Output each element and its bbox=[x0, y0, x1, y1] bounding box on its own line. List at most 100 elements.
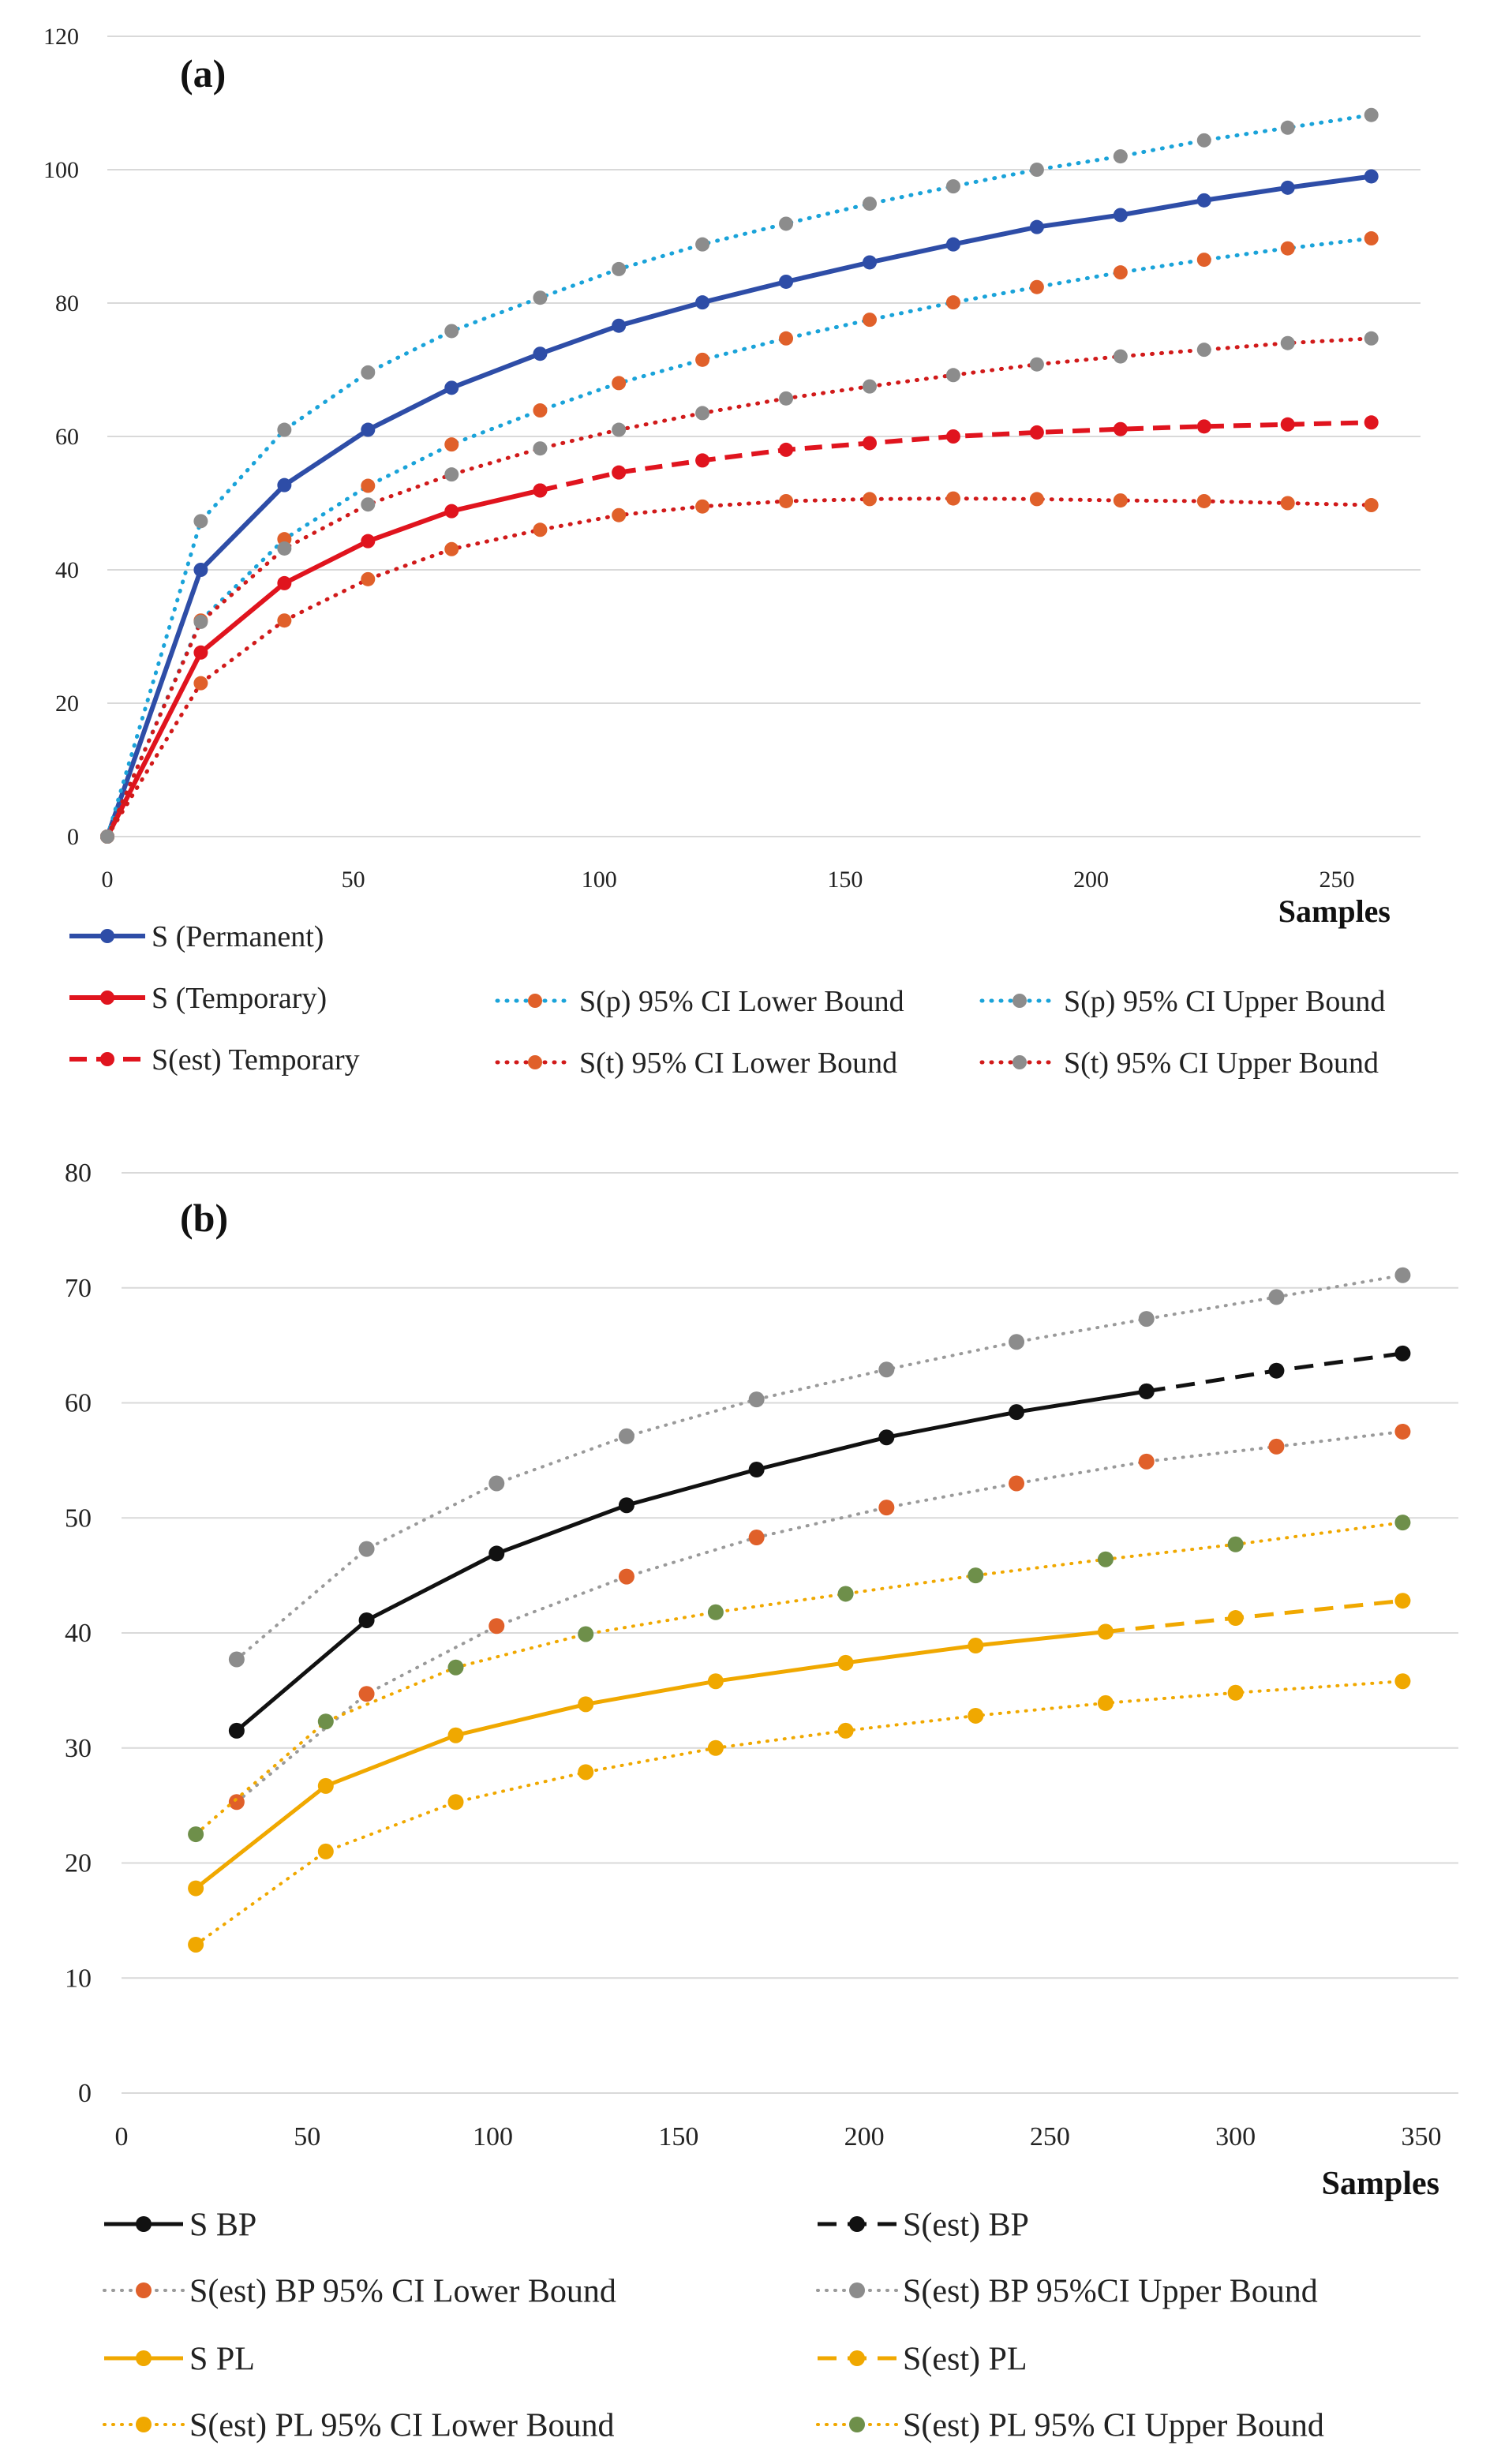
chart-a-gridlines bbox=[107, 36, 1421, 837]
chart-a-legend-swatch-marker bbox=[1013, 994, 1027, 1008]
chart-b-data-point bbox=[317, 1843, 334, 1859]
chart-a-series-line bbox=[105, 336, 1374, 839]
chart-a-data-point bbox=[1280, 335, 1295, 350]
chart-a-data-point bbox=[862, 492, 877, 507]
chart-b-data-point bbox=[1394, 1593, 1411, 1609]
chart-a-data-point bbox=[444, 504, 459, 519]
chart-b-legend-swatch-marker bbox=[136, 2216, 152, 2232]
chart-b-data-point bbox=[707, 1673, 724, 1690]
chart-b-legend-entry-s-est-pl: S(est) PL bbox=[818, 2341, 1027, 2377]
chart-b-data-point bbox=[447, 1659, 464, 1676]
chart-b-data-point bbox=[317, 1777, 334, 1794]
chart-a-x-tick-label: 250 bbox=[1319, 867, 1355, 893]
chart-a-data-point bbox=[1280, 417, 1295, 432]
chart-b-legend-entry-s-est-pl-95-ci-upper-bound: S(est) PL 95% CI Upper Bound bbox=[816, 2407, 1324, 2443]
chart-a-legend-label: S (Temporary) bbox=[152, 982, 327, 1015]
chart-b-data-point bbox=[578, 1696, 594, 1713]
chart-a: 0 20 40 60 80 100 120 0 50 100 150 200 250 (a) Samp… bbox=[43, 24, 1421, 1080]
chart-a-data-point bbox=[444, 467, 459, 482]
chart-a-series-s-est-temporary bbox=[533, 415, 1379, 498]
chart-a-data-point bbox=[361, 571, 376, 586]
chart-b-x-axis-title: Samples bbox=[1322, 2166, 1439, 2202]
chart-b-legend: S BP S(est) BP S(est) BP 95% CI Lower Boun… bbox=[103, 2207, 1324, 2443]
chart-b-legend-label: S PL bbox=[189, 2341, 255, 2377]
chart-b-series-line bbox=[234, 1429, 1405, 1804]
chart-b-series-line bbox=[235, 1389, 1147, 1732]
chart-b-data-point bbox=[1138, 1453, 1155, 1470]
chart-a-data-point bbox=[1113, 149, 1128, 164]
chart-a-y-tick-label: 80 bbox=[55, 290, 79, 316]
chart-a-x-tick-label: 50 bbox=[342, 867, 365, 893]
chart-b-series-s-est-bp-95-ci-upper-bound bbox=[228, 1267, 1411, 1668]
chart-a-data-point bbox=[862, 197, 877, 212]
chart-a-data-point bbox=[361, 478, 376, 493]
chart-a-legend-label: S(p) 95% CI Upper Bound bbox=[1064, 985, 1385, 1018]
chart-a-data-point bbox=[612, 376, 627, 391]
chart-a-data-point bbox=[1364, 169, 1379, 184]
chart-b-data-point bbox=[748, 1462, 765, 1478]
chart-a-data-point bbox=[612, 465, 627, 480]
chart-b-data-point bbox=[837, 1586, 854, 1602]
chart-a-data-point bbox=[1029, 492, 1044, 507]
chart-b-data-point bbox=[358, 1612, 375, 1628]
chart-a-legend-swatch-marker bbox=[528, 1055, 542, 1069]
chart-a-data-point bbox=[1364, 231, 1379, 246]
chart-b-data-point bbox=[1394, 1673, 1411, 1690]
chart-a-data-point bbox=[193, 514, 208, 529]
chart-a-legend-swatch-marker bbox=[528, 994, 542, 1008]
chart-b-data-point bbox=[358, 1686, 375, 1702]
chart-b-x-tick-label: 150 bbox=[658, 2122, 698, 2151]
chart-b-legend-label: S(est) PL 95% CI Upper Bound bbox=[903, 2407, 1324, 2443]
chart-b-data-point bbox=[748, 1530, 765, 1546]
chart-b-data-point bbox=[1394, 1515, 1411, 1531]
chart-b-data-point bbox=[228, 1794, 245, 1811]
chart-a-data-point bbox=[695, 453, 710, 468]
chart-b-data-point bbox=[878, 1429, 895, 1446]
chart-a-x-tick-label: 200 bbox=[1073, 867, 1109, 893]
chart-a-data-point bbox=[862, 379, 877, 394]
chart-a-data-point bbox=[277, 541, 292, 556]
chart-b-series bbox=[188, 1267, 1411, 1953]
chart-b-legend-label: S(est) BP bbox=[903, 2207, 1029, 2243]
chart-b-legend-label: S(est) BP 95%CI Upper Bound bbox=[903, 2273, 1318, 2309]
chart-a-data-point bbox=[612, 422, 627, 437]
chart-a-legend-entry-s-t-95-ci-upper-bound: S(t) 95% CI Upper Bound bbox=[979, 1047, 1379, 1080]
chart-b-data-point bbox=[1227, 1536, 1244, 1552]
chart-a-x-tick-labels: 0 50 100 150 200 250 bbox=[102, 867, 1355, 893]
chart-b-data-point bbox=[578, 1764, 594, 1781]
chart-a-legend-entry-s-permanent: S (Permanent) bbox=[69, 920, 324, 953]
chart-a-legend-label: S(est) Temporary bbox=[152, 1043, 360, 1077]
chart-b-y-tick-label: 40 bbox=[65, 1619, 92, 1648]
chart-b-series-line bbox=[234, 1273, 1405, 1661]
chart-a-data-point bbox=[779, 274, 794, 289]
chart-a-data-point bbox=[361, 534, 376, 549]
chart-b-data-point bbox=[358, 1541, 375, 1557]
chart-a-data-point bbox=[1113, 349, 1128, 364]
chart-b-data-point bbox=[878, 1500, 895, 1516]
chart-a-x-tick-label: 150 bbox=[827, 867, 863, 893]
chart-a-data-point bbox=[1280, 180, 1295, 195]
chart-a-y-tick-label: 0 bbox=[67, 824, 79, 850]
chart-b-series-line bbox=[194, 1630, 1106, 1890]
chart-a-legend-swatch-marker bbox=[100, 929, 114, 943]
chart-a-data-point bbox=[1029, 357, 1044, 372]
chart-a-series-line bbox=[105, 488, 541, 838]
chart-a-data-point bbox=[193, 614, 208, 629]
chart-a-data-point bbox=[779, 216, 794, 231]
chart-b-data-point bbox=[618, 1428, 634, 1444]
chart-b-legend-entry-s-est-pl-95-ci-lower-bound: S(est) PL 95% CI Lower Bound bbox=[103, 2407, 615, 2443]
chart-b-x-tick-label: 0 bbox=[115, 2122, 129, 2151]
chart-b-x-tick-label: 100 bbox=[473, 2122, 513, 2151]
chart-b-x-tick-label: 200 bbox=[844, 2122, 885, 2151]
chart-b-data-point bbox=[707, 1739, 724, 1756]
chart-a-data-point bbox=[1029, 219, 1044, 234]
chart-a-data-point bbox=[1364, 498, 1379, 513]
chart-a-data-point bbox=[1196, 419, 1211, 434]
chart-a-data-point bbox=[444, 324, 459, 339]
chart-a-data-point bbox=[361, 422, 376, 437]
chart-b-data-point bbox=[968, 1567, 984, 1584]
chart-b-legend-swatch-marker bbox=[849, 2350, 865, 2366]
chart-a-series-s-t-95-ci-lower-bound bbox=[100, 491, 1379, 844]
chart-a-data-point bbox=[1113, 208, 1128, 223]
